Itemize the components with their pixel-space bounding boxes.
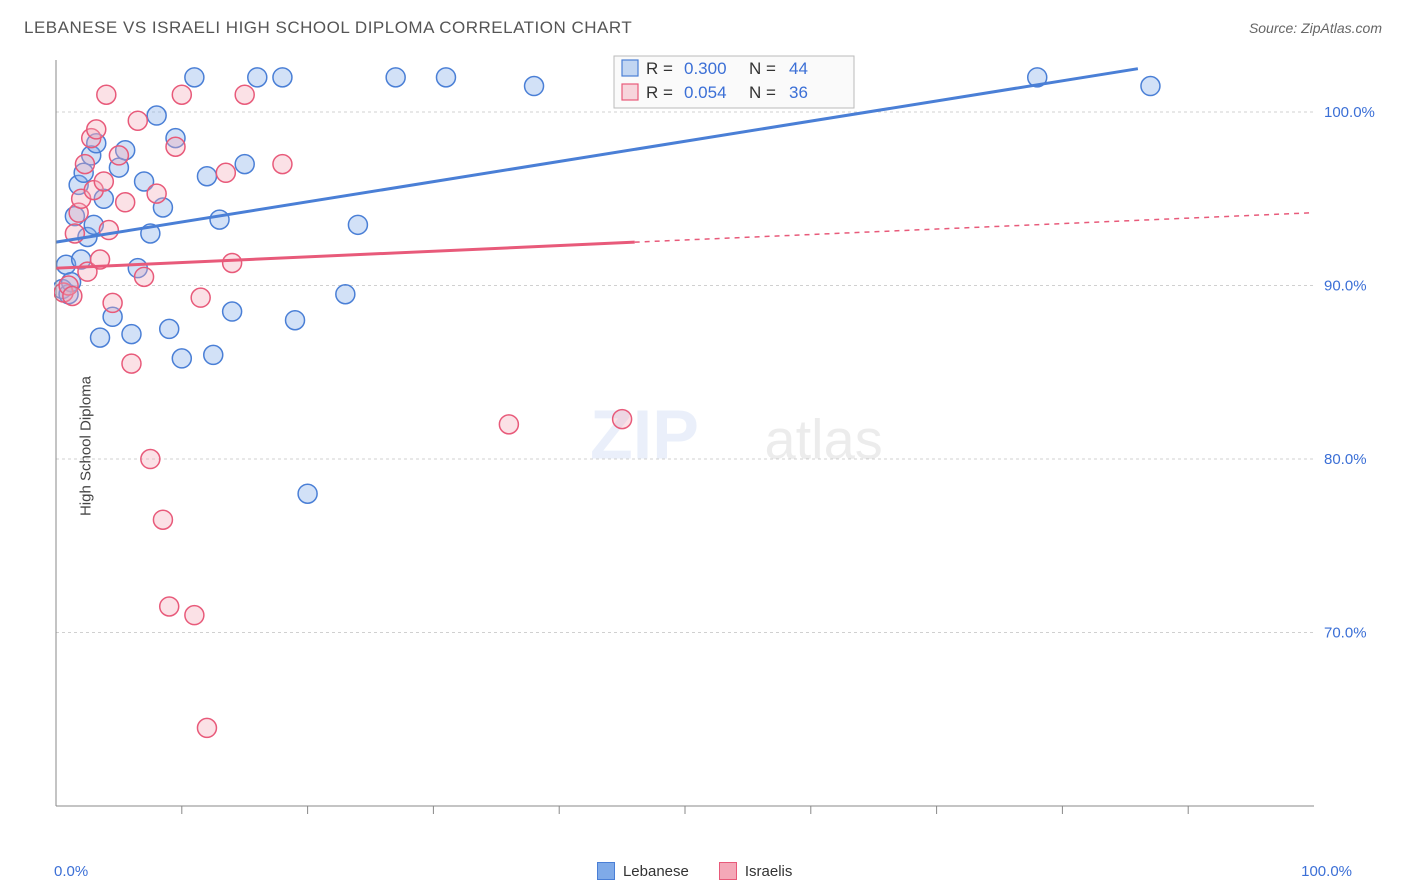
svg-text:ZIP: ZIP xyxy=(590,396,699,474)
svg-text:44: 44 xyxy=(789,59,808,78)
svg-text:N =: N = xyxy=(749,83,776,102)
source-label: Source: ZipAtlas.com xyxy=(1249,20,1382,36)
svg-text:N =: N = xyxy=(749,59,776,78)
svg-text:R =: R = xyxy=(646,59,673,78)
legend-swatch-israelis xyxy=(719,862,737,880)
legend-label-israelis: Israelis xyxy=(745,863,793,880)
series-legend: Lebanese Israelis xyxy=(597,862,792,880)
svg-text:70.0%: 70.0% xyxy=(1324,625,1367,642)
svg-text:0.054: 0.054 xyxy=(684,83,727,102)
legend-swatch-lebanese xyxy=(597,862,615,880)
svg-text:100.0%: 100.0% xyxy=(1324,104,1375,121)
x-axis-min-label: 0.0% xyxy=(54,863,88,880)
legend-item-lebanese: Lebanese xyxy=(597,862,689,880)
svg-text:36: 36 xyxy=(789,83,808,102)
chart-title: LEBANESE VS ISRAELI HIGH SCHOOL DIPLOMA … xyxy=(24,18,632,38)
chart-area: 70.0% 80.0% 90.0% 100.0% ZIP atlas R = 0.300 N =… xyxy=(54,52,1396,834)
scatter-chart: 70.0% 80.0% 90.0% 100.0% ZIP atlas R = 0.300 N =… xyxy=(54,52,1396,834)
svg-text:atlas: atlas xyxy=(764,408,882,471)
legend-item-israelis: Israelis xyxy=(719,862,793,880)
svg-text:90.0%: 90.0% xyxy=(1324,278,1367,295)
legend-label-lebanese: Lebanese xyxy=(623,863,689,880)
x-axis-max-label: 100.0% xyxy=(1301,863,1352,880)
svg-text:80.0%: 80.0% xyxy=(1324,451,1367,468)
svg-text:0.300: 0.300 xyxy=(684,59,727,78)
svg-text:R =: R = xyxy=(646,83,673,102)
bottom-legend: 0.0% Lebanese Israelis 100.0% xyxy=(0,862,1406,880)
